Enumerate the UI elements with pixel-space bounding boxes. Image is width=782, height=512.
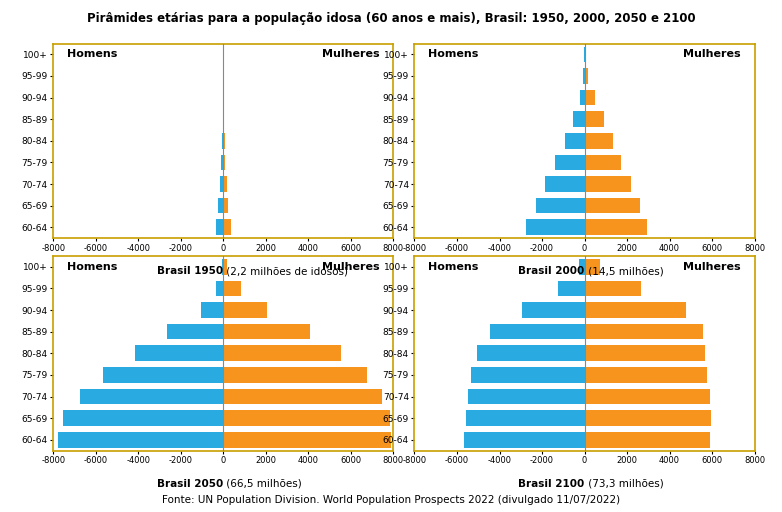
Text: Brasil 2050: Brasil 2050 [157,479,224,489]
Bar [585,47,586,62]
Bar [579,259,585,274]
Bar [565,133,585,148]
Bar [536,198,585,214]
Bar [585,220,647,235]
Bar [585,259,600,274]
Bar [224,367,367,382]
Text: Homens: Homens [66,262,117,272]
Text: Mulheres: Mulheres [322,262,380,272]
Text: Pirâmides etárias para a população idosa (60 anos e mais), Brasil: 1950, 2000, 2: Pirâmides etárias para a população idosa… [87,12,695,25]
Bar [103,367,224,382]
Bar [222,133,224,148]
Bar [218,198,224,214]
Bar [135,346,224,361]
Bar [224,220,231,235]
Bar [477,346,585,361]
Text: (2,2 milhões de idosos): (2,2 milhões de idosos) [224,266,348,276]
Text: Brasil 1950: Brasil 1950 [157,266,224,276]
Text: (73,3 milhões): (73,3 milhões) [585,479,663,489]
Bar [224,281,241,296]
Text: (14,5 milhões): (14,5 milhões) [585,266,663,276]
Bar [585,410,711,426]
Bar [585,389,709,404]
Bar [585,133,613,148]
Bar [585,324,703,339]
Bar [526,220,585,235]
Bar [472,367,585,382]
Bar [555,155,585,170]
Bar [466,410,585,426]
Text: Homens: Homens [428,262,479,272]
Bar [585,198,640,214]
Bar [585,346,705,361]
Bar [59,432,224,447]
Bar [224,346,342,361]
Text: Homens: Homens [428,49,479,59]
Bar [572,112,585,127]
Bar [585,302,686,318]
Bar [224,259,228,274]
Text: Mulheres: Mulheres [683,262,741,272]
Bar [63,410,224,426]
Text: Brasil 2100: Brasil 2100 [518,479,585,489]
Bar [585,176,631,192]
Bar [468,389,585,404]
Bar [585,281,641,296]
Text: Mulheres: Mulheres [322,49,380,59]
Bar [224,198,228,214]
Text: Mulheres: Mulheres [683,49,741,59]
Bar [585,68,588,84]
Bar [201,302,224,318]
Text: Brasil 2000: Brasil 2000 [518,266,585,276]
Bar [585,90,594,105]
Bar [490,324,585,339]
Text: (66,5 milhões): (66,5 milhões) [224,479,302,489]
Bar [224,432,391,447]
Bar [224,410,389,426]
Bar [465,432,585,447]
Bar [216,281,224,296]
Bar [585,112,604,127]
Bar [545,176,585,192]
Bar [224,155,225,170]
Bar [558,281,585,296]
Bar [221,155,224,170]
Bar [217,220,224,235]
Bar [585,155,622,170]
Bar [579,90,585,105]
Bar [224,389,382,404]
Bar [80,389,224,404]
Bar [224,176,227,192]
Bar [224,324,310,339]
Bar [585,432,709,447]
Bar [167,324,224,339]
Text: Homens: Homens [66,49,117,59]
Bar [585,367,708,382]
Bar [224,302,267,318]
Bar [583,68,585,84]
Bar [220,176,224,192]
Text: Fonte: UN Population Division. World Population Prospects 2022 (divulgado 11/07/: Fonte: UN Population Division. World Pop… [162,495,620,505]
Bar [222,259,224,274]
Bar [522,302,585,318]
